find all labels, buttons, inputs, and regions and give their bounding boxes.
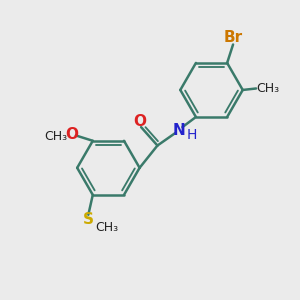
Text: CH₃: CH₃ — [95, 221, 118, 234]
Text: H: H — [186, 128, 196, 142]
Text: O: O — [133, 114, 146, 129]
Text: N: N — [172, 123, 185, 138]
Text: Br: Br — [224, 31, 243, 46]
Text: S: S — [83, 212, 94, 227]
Text: CH₃: CH₃ — [256, 82, 279, 95]
Text: O: O — [65, 127, 78, 142]
Text: CH₃: CH₃ — [44, 130, 68, 142]
